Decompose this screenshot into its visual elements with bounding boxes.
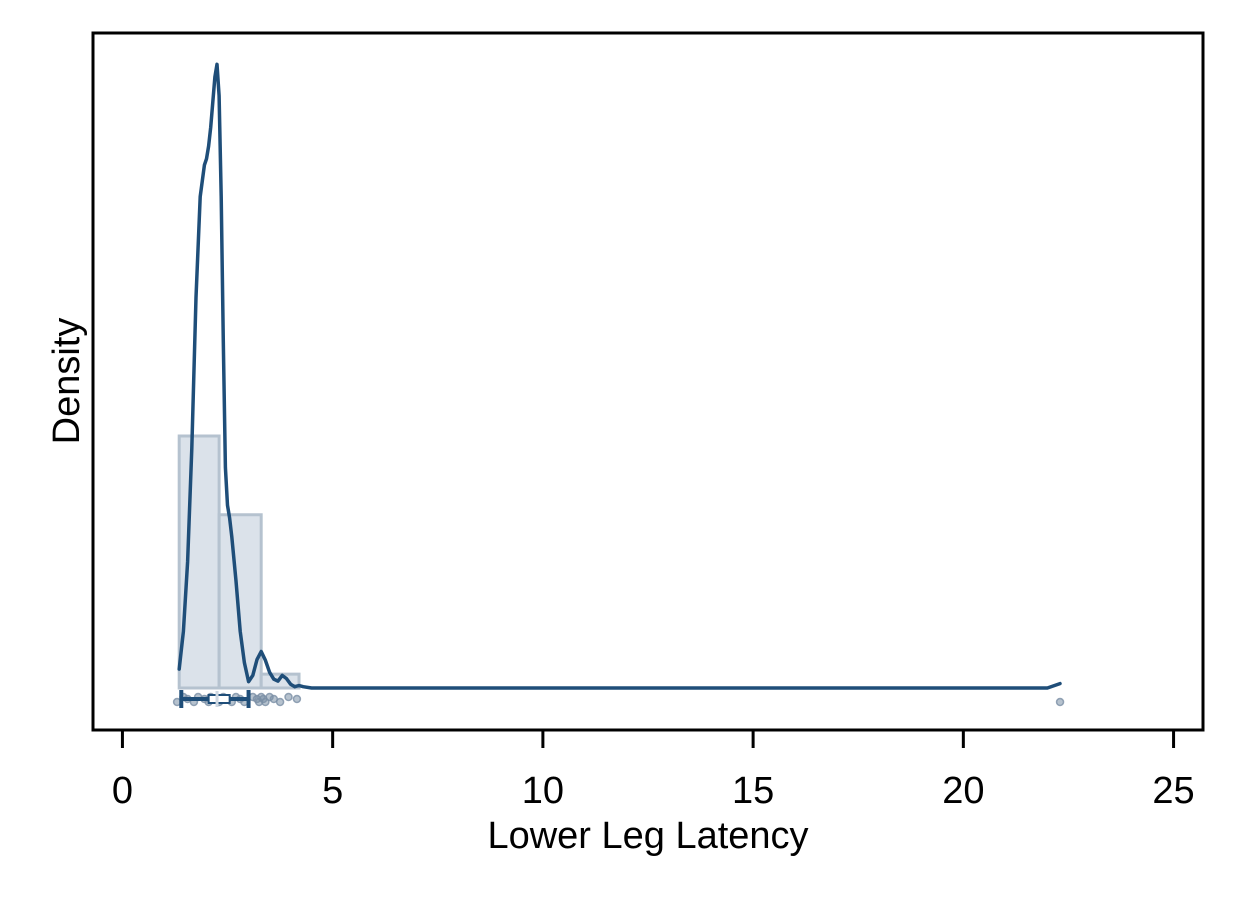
plot-frame xyxy=(91,31,1205,732)
data-point xyxy=(275,697,285,707)
boxplot-box xyxy=(207,694,231,704)
data-point xyxy=(284,692,293,702)
density-curve-group xyxy=(177,62,1062,690)
x-tick-label: 15 xyxy=(732,770,774,812)
x-tick-label: 10 xyxy=(522,770,564,812)
data-point xyxy=(292,694,302,704)
histogram-bar-2 xyxy=(217,513,263,690)
x-tick-label: 20 xyxy=(942,770,984,812)
x-axis-title: Lower Leg Latency xyxy=(487,815,808,857)
x-tick-label: 5 xyxy=(322,770,343,812)
histogram-bars xyxy=(177,434,301,690)
density-curve xyxy=(177,62,1062,690)
x-tick-label: 25 xyxy=(1152,770,1194,812)
x-tick-label: 0 xyxy=(112,770,133,812)
y-axis-title: Density xyxy=(46,318,88,445)
x-axis: 0 5 10 15 20 25 xyxy=(112,730,1195,812)
boxplot xyxy=(179,690,251,708)
data-point xyxy=(1055,697,1065,707)
histogram-bar-1 xyxy=(177,434,221,690)
